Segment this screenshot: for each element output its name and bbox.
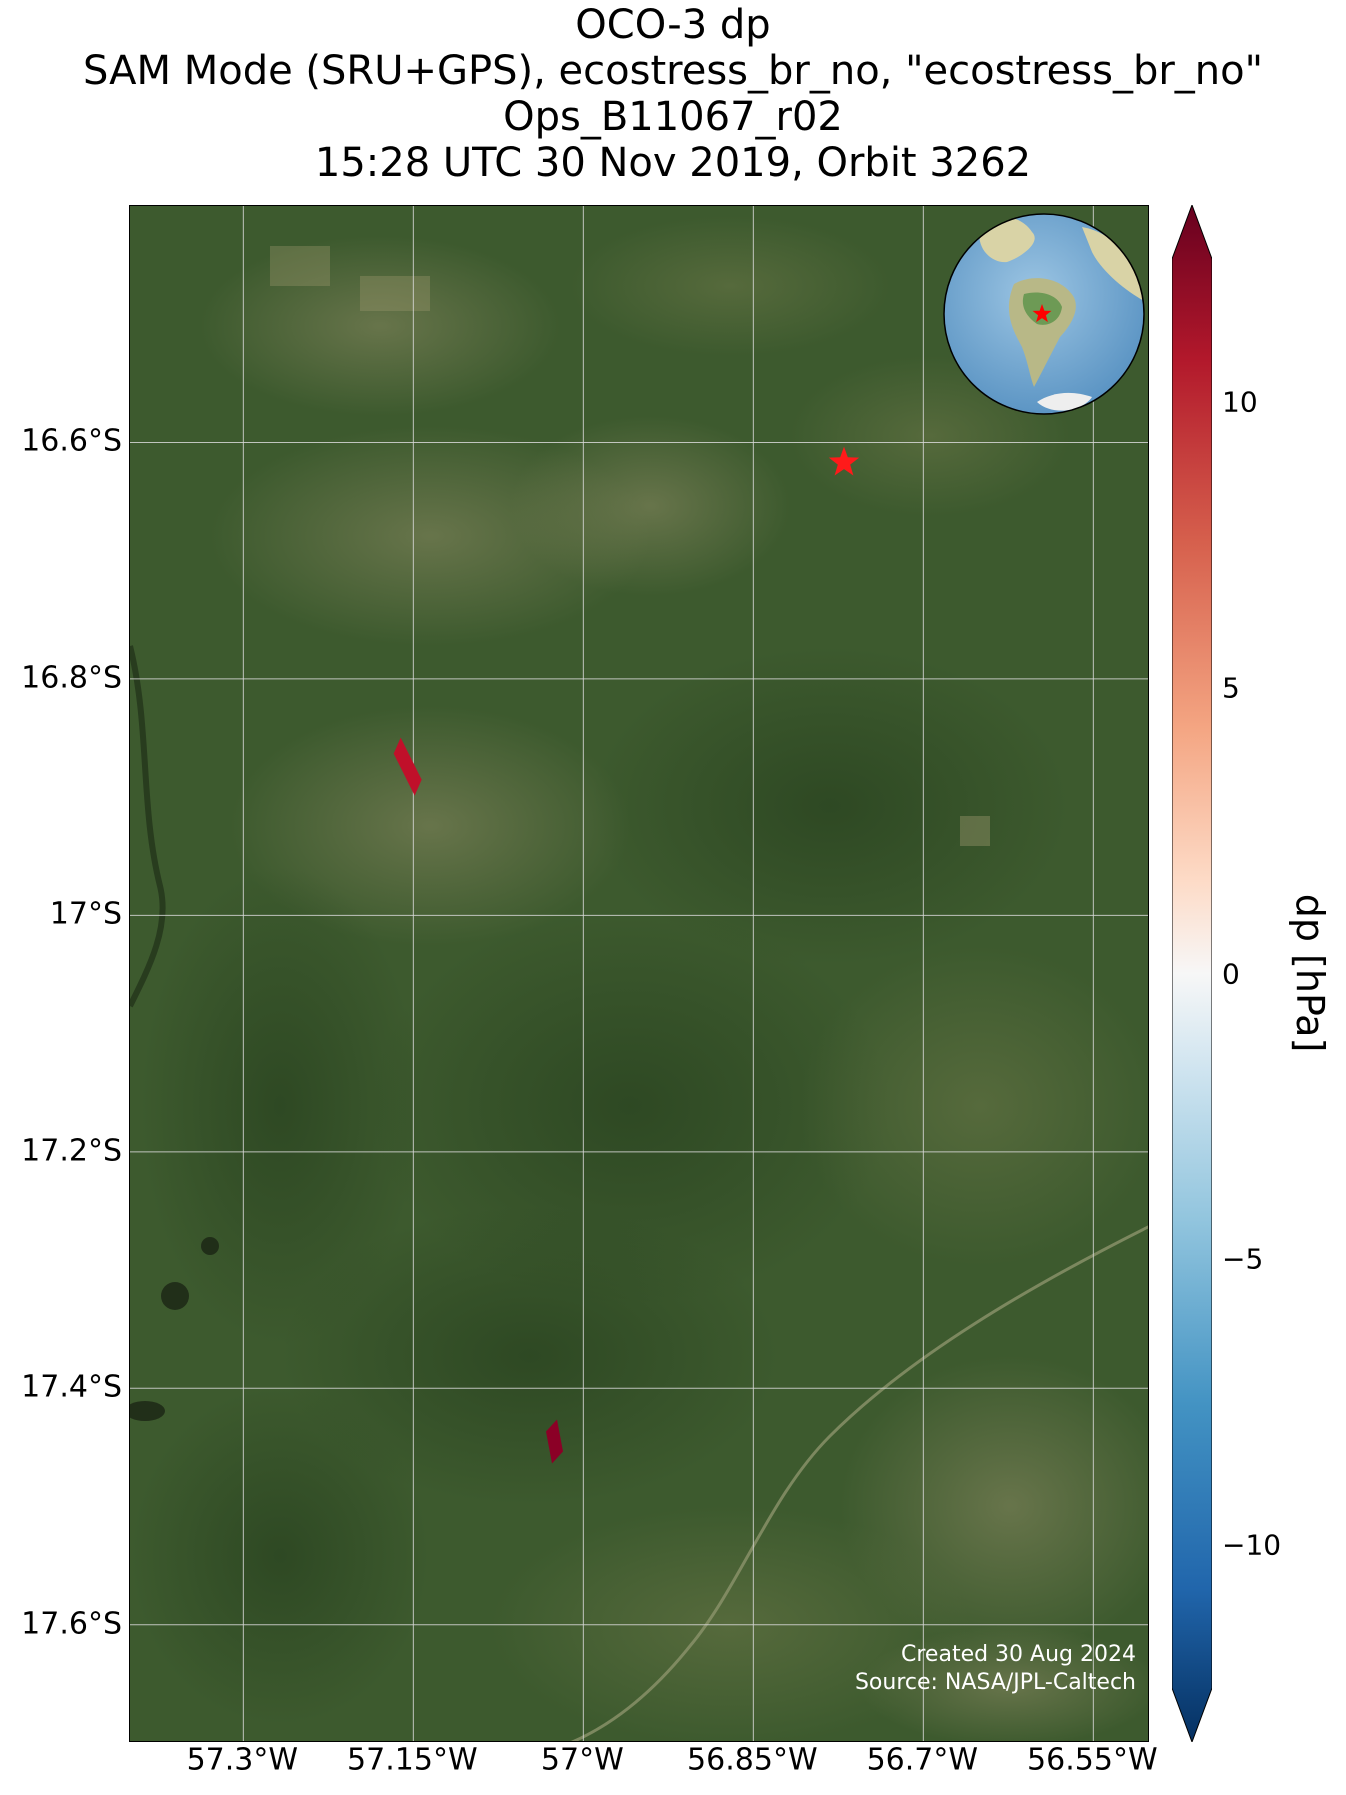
title-line-4: 15:28 UTC 30 Nov 2019, Orbit 3262: [314, 140, 1032, 186]
colorbar-tick-label: 5: [1222, 671, 1240, 705]
longitude-tick-label: 56.85°W: [687, 1742, 818, 1778]
colorbar-tick-label: 10: [1222, 385, 1258, 419]
title-line-2: SAM Mode (SRU+GPS), ecostress_br_no, "ec…: [83, 48, 1263, 94]
figure-title: OCO-3 dp SAM Mode (SRU+GPS), ecostress_b…: [0, 2, 1346, 186]
terrain-texture: [130, 216, 1148, 1741]
colorbar-tick-label: −10: [1222, 1528, 1282, 1562]
longitude-tick-label: 57.3°W: [186, 1742, 299, 1778]
globe-outline: [943, 213, 1145, 415]
target-star-icon: [828, 446, 860, 476]
satellite-map[interactable]: [130, 206, 1149, 1742]
colorbar: [1172, 205, 1212, 1742]
latitude-tick-label: 17.4°S: [21, 1369, 122, 1405]
latitude-tick-label: 17°S: [49, 896, 122, 932]
title-line-1: OCO-3 dp: [575, 2, 771, 48]
latitude-tick-label: 16.8°S: [21, 660, 122, 696]
longitude-tick-label: 56.7°W: [866, 1742, 979, 1778]
latitude-tick-label: 17.2°S: [21, 1133, 122, 1169]
colorbar-tick-label: 0: [1222, 957, 1240, 990]
sounding-footprint: [546, 1419, 563, 1464]
latitude-tick-label: 16.6°S: [21, 423, 122, 459]
credit-created: Created 30 Aug 2024: [901, 1642, 1136, 1667]
colorbar-gradient: [1172, 205, 1212, 1742]
inset-globe: [943, 213, 1145, 415]
colorbar-tick-label: −5: [1222, 1242, 1264, 1276]
longitude-tick-label: 57.15°W: [347, 1742, 478, 1778]
sounding-footprints: [393, 737, 563, 1464]
credit-source: Source: NASA/JPL-Caltech: [854, 1670, 1136, 1695]
map-panel[interactable]: [129, 205, 1149, 1742]
graticule: [130, 206, 1148, 1741]
sounding-footprint: [393, 737, 422, 796]
target-marker: [828, 446, 860, 476]
longitude-tick-label: 57°W: [540, 1742, 624, 1778]
title-line-3: Ops_B11067_r02: [503, 94, 843, 140]
latitude-tick-label: 17.6°S: [21, 1606, 122, 1642]
longitude-tick-label: 56.55°W: [1027, 1742, 1158, 1778]
globe-star-icon: [1032, 304, 1052, 323]
colorbar-label: dp [hPa]: [1288, 893, 1332, 1053]
